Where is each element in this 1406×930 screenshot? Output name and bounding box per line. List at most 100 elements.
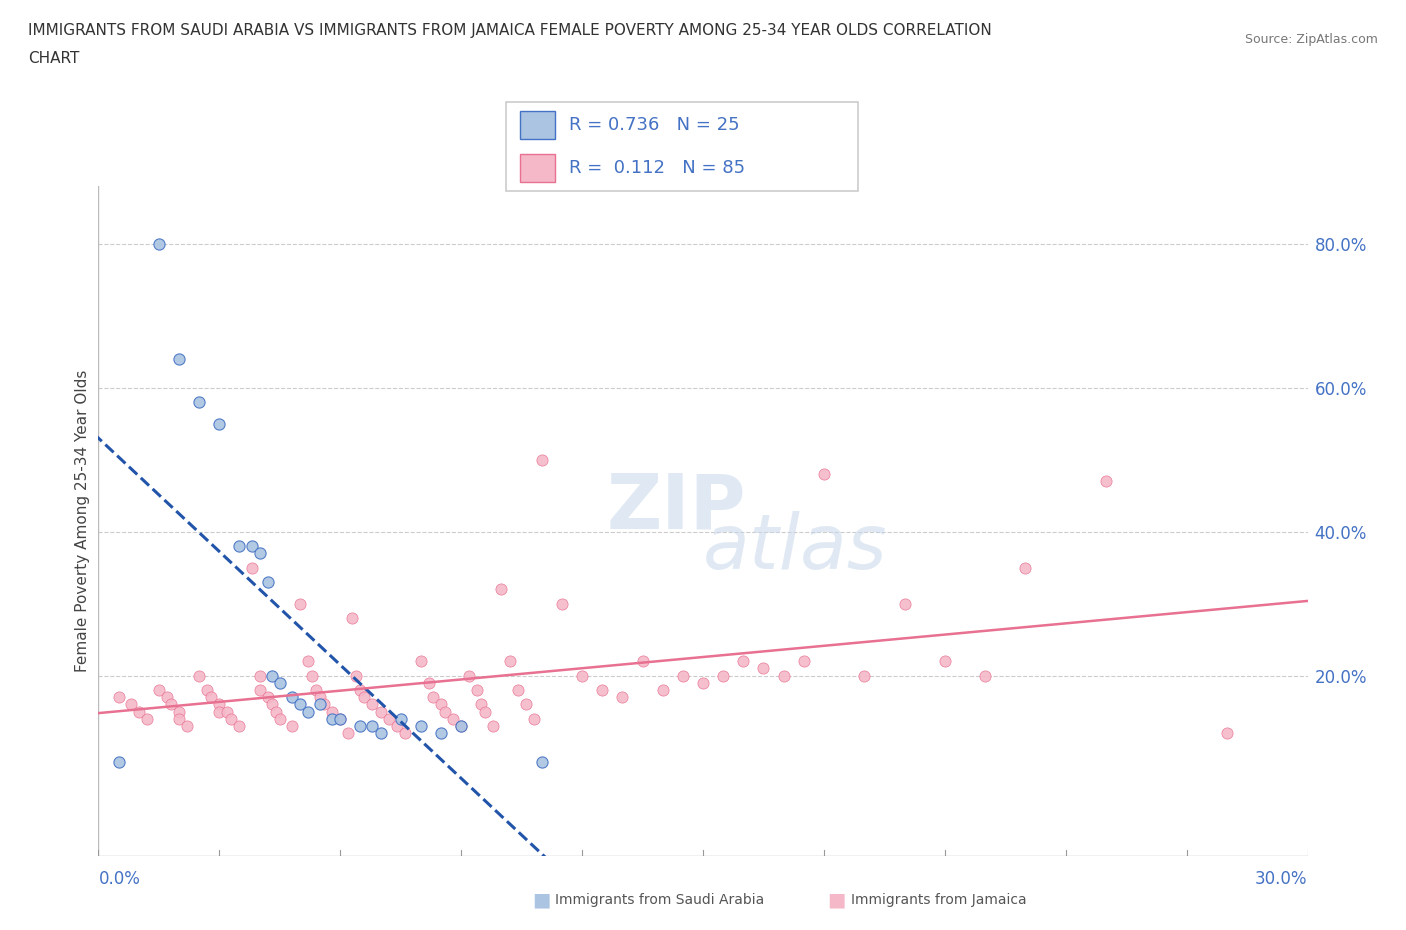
Point	[208, 416, 231, 431]
Point	[281, 719, 304, 734]
Text: ■: ■	[827, 891, 846, 910]
Point	[195, 683, 218, 698]
Point	[441, 711, 464, 726]
Point	[301, 668, 323, 683]
Point	[853, 668, 876, 683]
Point	[651, 683, 673, 698]
Point	[148, 683, 170, 698]
Point	[288, 697, 311, 711]
Point	[160, 697, 183, 711]
Point	[314, 697, 336, 711]
Point	[321, 711, 343, 726]
Point	[752, 661, 775, 676]
Point	[523, 711, 546, 726]
Point	[506, 683, 529, 698]
Point	[813, 467, 835, 482]
Text: R = 0.736   N = 25: R = 0.736 N = 25	[569, 116, 740, 134]
Point	[465, 683, 488, 698]
Point	[260, 697, 283, 711]
Point	[156, 690, 179, 705]
Point	[515, 697, 537, 711]
Text: R =  0.112   N = 85: R = 0.112 N = 85	[569, 159, 745, 177]
Point	[893, 596, 915, 611]
Point	[249, 683, 271, 698]
Text: IMMIGRANTS FROM SAUDI ARABIA VS IMMIGRANTS FROM JAMAICA FEMALE POVERTY AMONG 25-: IMMIGRANTS FROM SAUDI ARABIA VS IMMIGRAN…	[28, 23, 991, 38]
Point	[1014, 560, 1036, 575]
Point	[434, 704, 457, 719]
Point	[409, 719, 432, 734]
Point	[793, 654, 815, 669]
Point	[430, 725, 453, 740]
Point	[260, 668, 283, 683]
Point	[269, 675, 291, 690]
Text: 0.0%: 0.0%	[98, 870, 141, 888]
Point	[167, 704, 190, 719]
Point	[221, 711, 243, 726]
Point	[167, 352, 190, 366]
Point	[551, 596, 574, 611]
Point	[200, 690, 222, 705]
Text: ZIP: ZIP	[606, 471, 745, 544]
Text: atlas: atlas	[703, 511, 887, 585]
Point	[321, 704, 343, 719]
Text: 30.0%: 30.0%	[1256, 870, 1308, 888]
Point	[309, 697, 332, 711]
Point	[571, 668, 593, 683]
Point	[631, 654, 654, 669]
Point	[240, 538, 263, 553]
Point	[337, 725, 360, 740]
FancyBboxPatch shape	[520, 153, 555, 182]
Text: Source: ZipAtlas.com: Source: ZipAtlas.com	[1244, 33, 1378, 46]
Point	[470, 697, 492, 711]
Point	[256, 690, 278, 705]
Point	[305, 683, 328, 698]
Point	[450, 719, 472, 734]
Point	[498, 654, 520, 669]
Point	[733, 654, 755, 669]
Point	[672, 668, 695, 683]
Point	[342, 611, 364, 626]
Point	[1216, 725, 1239, 740]
Point	[430, 697, 453, 711]
Point	[120, 697, 142, 711]
Point	[530, 452, 553, 467]
Point	[361, 697, 384, 711]
Point	[934, 654, 956, 669]
Point	[450, 719, 472, 734]
Point	[474, 704, 496, 719]
Point	[370, 725, 392, 740]
Point	[309, 690, 332, 705]
Point	[228, 538, 250, 553]
Point	[329, 711, 352, 726]
Point	[591, 683, 613, 698]
Text: Immigrants from Jamaica: Immigrants from Jamaica	[851, 893, 1026, 908]
Point	[422, 690, 444, 705]
Text: Immigrants from Saudi Arabia: Immigrants from Saudi Arabia	[555, 893, 765, 908]
Point	[394, 725, 416, 740]
Point	[612, 690, 634, 705]
Point	[297, 704, 319, 719]
Point	[349, 719, 371, 734]
Point	[188, 668, 211, 683]
Point	[288, 596, 311, 611]
Point	[389, 711, 412, 726]
Point	[128, 704, 150, 719]
Point	[458, 668, 481, 683]
Point	[107, 754, 129, 769]
Point	[167, 711, 190, 726]
Point	[344, 668, 367, 683]
Text: ■: ■	[531, 891, 551, 910]
Point	[361, 719, 384, 734]
Point	[264, 704, 287, 719]
Point	[772, 668, 794, 683]
Point	[217, 704, 239, 719]
Point	[176, 719, 198, 734]
Point	[329, 711, 352, 726]
Point	[249, 668, 271, 683]
Point	[530, 754, 553, 769]
Point	[409, 654, 432, 669]
Point	[135, 711, 157, 726]
Point	[482, 719, 505, 734]
Point	[349, 683, 371, 698]
Point	[974, 668, 997, 683]
